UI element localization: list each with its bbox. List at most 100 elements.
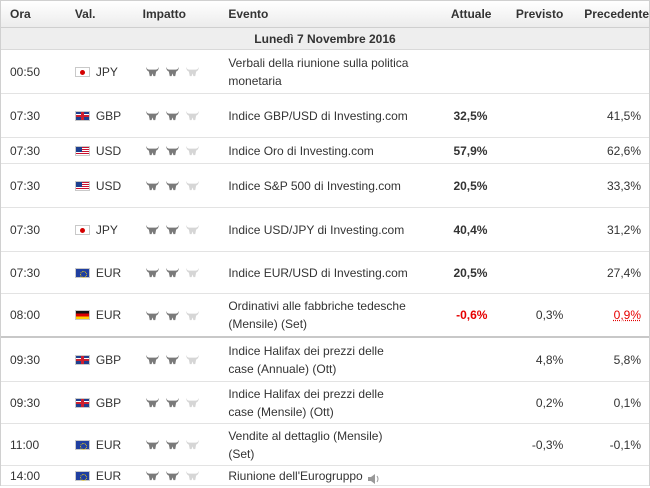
bull-icon [165,354,180,365]
forecast-value: -0,3% [501,438,563,452]
event-name[interactable]: Indice USD/JPY di Investing.com [228,221,415,239]
event-name[interactable]: Indice Oro di Investing.com [228,142,415,160]
header-previous[interactable]: Precedente [563,1,649,27]
event-currency: JPY [63,223,137,237]
table-row[interactable]: 14:00 EUR Riunione dell'Eurogruppo [1,466,649,486]
event-time: 07:30 [1,179,63,193]
header-event[interactable]: Evento [228,1,415,27]
event-name-text[interactable]: Ordinativi alle fabbriche tedesche (Mens… [228,299,405,331]
previous-value-text: 31,2% [607,223,641,237]
bull-icon [165,66,180,77]
previous-value-text: 33,3% [607,179,641,193]
event-name-text[interactable]: Indice Halifax dei prezzi delle case (Me… [228,387,383,419]
event-name-text[interactable]: Indice USD/JPY di Investing.com [228,223,404,237]
bull-icon [165,310,180,321]
event-currency: EUR [63,266,137,280]
gb-flag-icon [75,111,90,121]
currency-code: GBP [96,353,121,367]
table-row[interactable]: 07:30 USD Indice S&P 500 di Investing.com 2… [1,164,649,208]
impact-rating [137,310,229,321]
currency-code: GBP [96,109,121,123]
event-name[interactable]: Indice S&P 500 di Investing.com [228,177,415,195]
bull-icon [185,110,200,121]
currency-code: EUR [96,266,121,280]
event-currency: EUR [63,438,137,452]
bull-icon [145,66,160,77]
header-impact[interactable]: Impatto [137,1,229,27]
eu-flag-icon [75,440,90,450]
bull-icon [165,397,180,408]
event-name[interactable]: Verbali della riunione sulla politica mo… [228,54,415,90]
table-row[interactable]: 07:30 JPY Indice USD/JPY di Investing.com 4… [1,208,649,252]
event-name[interactable]: Ordinativi alle fabbriche tedesche (Mens… [228,297,415,333]
header-forecast[interactable]: Previsto [501,1,563,27]
event-time: 11:00 [1,438,63,452]
bull-icon [185,354,200,365]
bull-icon [145,267,160,278]
event-name[interactable]: Riunione dell'Eurogruppo [228,467,415,485]
speech-icon [367,471,381,481]
table-row[interactable]: 00:50 JPY Verbali della riunione sulla pol… [1,50,649,94]
currency-code: JPY [96,223,118,237]
event-name-text[interactable]: Indice Oro di Investing.com [228,144,373,158]
event-currency: EUR [63,469,137,483]
event-name-text[interactable]: Riunione dell'Eurogruppo [228,469,362,483]
event-name-text[interactable]: Indice S&P 500 di Investing.com [228,179,401,193]
table-row[interactable]: 11:00 EUR Vendite al dettaglio (Mensile) (… [1,424,649,466]
jp-flag-icon [75,67,90,77]
event-name[interactable]: Indice Halifax dei prezzi delle case (Me… [228,385,415,421]
actual-value: 20,5% [416,179,502,193]
event-currency: GBP [63,353,137,367]
event-time: 08:00 [1,308,63,322]
event-time: 07:30 [1,266,63,280]
currency-code: GBP [96,396,121,410]
bull-icon [165,267,180,278]
event-name[interactable]: Indice Halifax dei prezzi delle case (An… [228,342,415,378]
event-name[interactable]: Indice GBP/USD di Investing.com [228,107,415,125]
previous-value: 33,3% [563,179,649,193]
event-name-text[interactable]: Vendite al dettaglio (Mensile) (Set) [228,429,382,461]
currency-code: USD [96,144,121,158]
de-flag-icon [75,310,90,320]
table-row[interactable]: 07:30 GBP Indice GBP/USD di Investing.com 3… [1,94,649,138]
bull-icon [165,224,180,235]
previous-value-text: 62,6% [607,144,641,158]
date-row: Lunedì 7 Novembre 2016 [1,28,649,50]
actual-value: 57,9% [416,144,502,158]
header-actual[interactable]: Attuale [416,1,502,27]
event-name-text[interactable]: Indice GBP/USD di Investing.com [228,109,407,123]
forecast-value: 0,3% [501,308,563,322]
us-flag-icon [75,181,90,191]
previous-value-text: 27,4% [607,266,641,280]
event-name[interactable]: Indice EUR/USD di Investing.com [228,264,415,282]
impact-rating [137,439,229,450]
event-name[interactable]: Vendite al dettaglio (Mensile) (Set) [228,427,415,463]
table-row[interactable]: 07:30 USD Indice Oro di Investing.com 57,9%… [1,138,649,164]
bull-icon [145,439,160,450]
table-row[interactable]: 07:30 EUR Indice EUR/USD di Investing.com 2… [1,252,649,294]
impact-rating [137,397,229,408]
previous-value-text[interactable]: 0,9% [614,308,641,322]
bull-icon [185,66,200,77]
event-time: 00:50 [1,65,63,79]
forecast-value: 0,2% [501,396,563,410]
event-name-text[interactable]: Indice EUR/USD di Investing.com [228,266,407,280]
eu-flag-icon [75,268,90,278]
bull-icon [185,180,200,191]
previous-value-text: -0,1% [610,438,641,452]
event-name-text[interactable]: Indice Halifax dei prezzi delle case (An… [228,344,383,376]
previous-value: 41,5% [563,109,649,123]
event-time: 14:00 [1,469,63,483]
header-time[interactable]: Ora [1,1,63,27]
header-currency[interactable]: Val. [63,1,137,27]
event-time: 09:30 [1,353,63,367]
event-name-text[interactable]: Verbali della riunione sulla politica mo… [228,56,408,88]
bull-icon [145,110,160,121]
table-row[interactable]: 08:00 EUR Ordinativi alle fabbriche tedesc… [1,294,649,338]
bull-icon [165,110,180,121]
table-row[interactable]: 09:30 GBP Indice Halifax dei prezzi delle … [1,338,649,382]
table-row[interactable]: 09:30 GBP Indice Halifax dei prezzi delle … [1,382,649,424]
bull-icon [145,180,160,191]
actual-value: -0,6% [416,308,502,322]
bull-icon [165,145,180,156]
